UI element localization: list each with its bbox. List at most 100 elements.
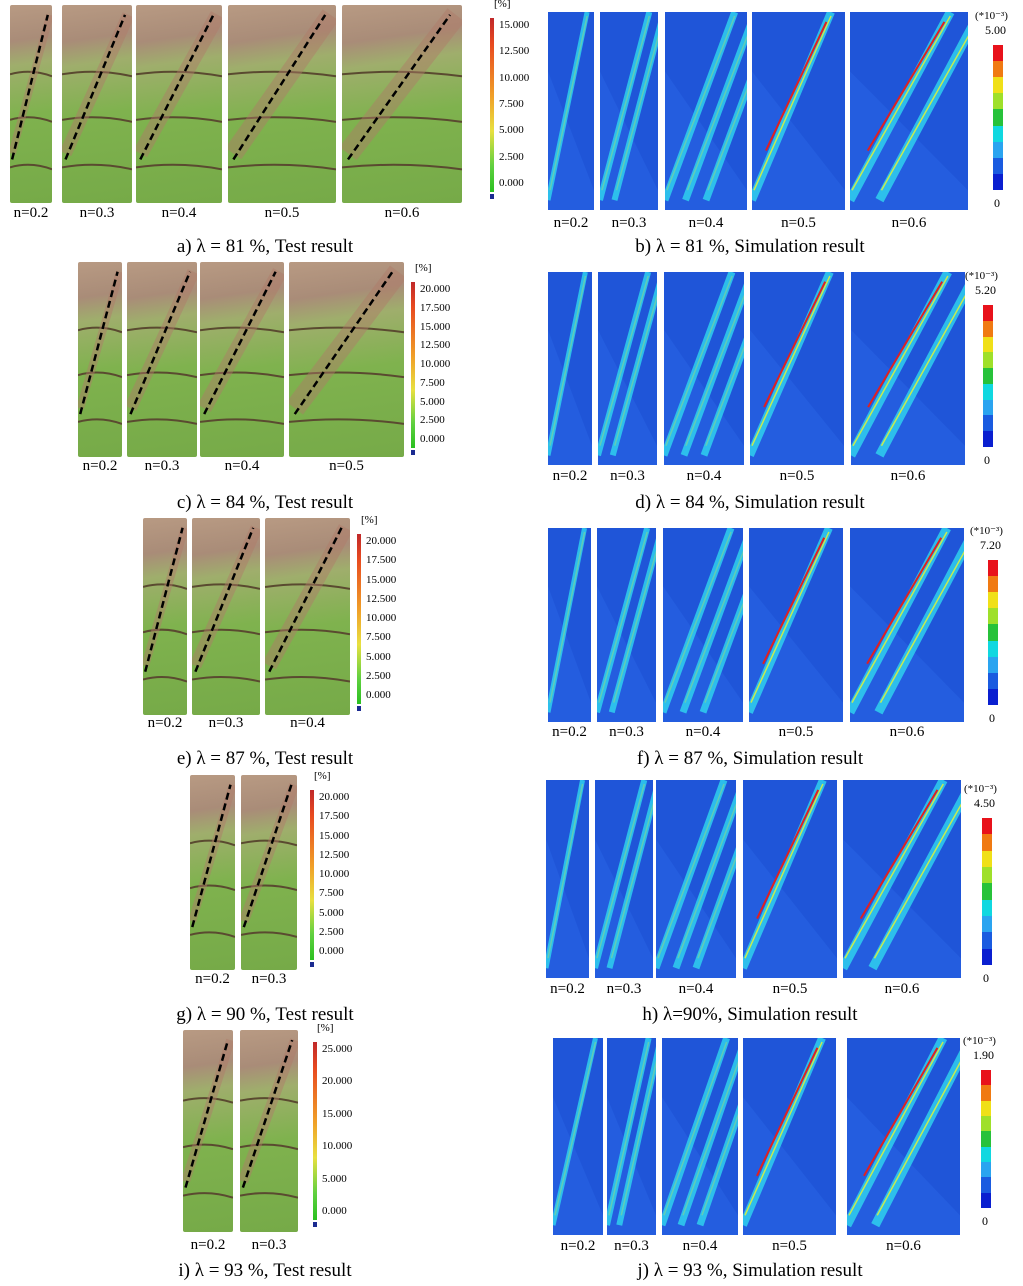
- n-label: n=0.6: [384, 205, 420, 221]
- simulation-image: [663, 528, 743, 722]
- colorbar-tick: 7.500: [499, 98, 524, 110]
- n-label: n=0.5: [772, 1238, 807, 1254]
- colorbar-step: [982, 818, 992, 835]
- n-label: n=0.3: [251, 971, 287, 987]
- colorbar-step: [982, 948, 992, 966]
- test-photo: [200, 262, 284, 457]
- colorbar-tick: 10.000: [420, 358, 451, 370]
- colorbar-step: [981, 1070, 991, 1086]
- n-label: n=0.6: [890, 468, 926, 484]
- colorbar-step: [993, 141, 1003, 159]
- n-label: n=0.4: [682, 1238, 718, 1254]
- colorbar-step: [983, 352, 993, 369]
- colorbar-tick: 2.500: [420, 414, 445, 427]
- caption: c) λ = 84 %, Test result: [176, 492, 354, 513]
- caption: h) λ=90%, Simulation result: [642, 1004, 858, 1025]
- colorbar-max: 7.20: [980, 538, 1001, 552]
- simulation-image: [597, 528, 656, 722]
- colorbar-step: [993, 45, 1003, 62]
- colorbar-max: 1.90: [973, 1048, 994, 1062]
- caption: a) λ = 81 %, Test result: [176, 236, 354, 257]
- colorbar-tick: 2.500: [366, 669, 391, 682]
- n-label: n=0.3: [144, 458, 180, 474]
- n-label: n=0.2: [190, 1237, 226, 1253]
- simulation-image: [743, 1038, 836, 1235]
- colorbar-tick: 10.000: [499, 71, 530, 84]
- colorbar-unit: [%]: [415, 262, 432, 274]
- n-label: n=0.4: [290, 715, 325, 731]
- n-label: n=0.3: [251, 1237, 287, 1253]
- colorbar-tick: 2.500: [499, 150, 524, 163]
- n-label: n=0.4: [685, 724, 721, 740]
- n-label: n=0.3: [79, 205, 115, 221]
- test-photo: [228, 5, 336, 203]
- colorbar-tick: 10.000: [322, 1140, 353, 1153]
- colorbar-step: [993, 93, 1003, 110]
- colorbar-tick: 7.500: [420, 376, 445, 389]
- colorbar-cap: [310, 962, 314, 967]
- n-label: n=0.5: [779, 468, 815, 484]
- colorbar-max: 4.50: [974, 796, 995, 810]
- caption: j) λ = 93 %, Simulation result: [637, 1260, 863, 1281]
- simulation-image: [752, 12, 845, 210]
- colorbar-unit: (*10⁻³): [963, 1035, 996, 1047]
- colorbar-tick: 10.000: [319, 868, 350, 880]
- simulation-image: [548, 528, 591, 722]
- n-label: n=0.2: [550, 981, 585, 997]
- colorbar-tick: 12.500: [319, 848, 350, 861]
- colorbar-step: [983, 415, 993, 432]
- colorbar-min: 0: [989, 711, 995, 725]
- colorbar-min: 0: [983, 971, 989, 985]
- colorbar-step: [981, 1177, 991, 1194]
- colorbar-tick: 25.000: [322, 1043, 353, 1055]
- colorbar-unit: (*10⁻³): [970, 525, 1003, 537]
- colorbar-step: [988, 672, 998, 690]
- n-label: n=0.4: [161, 205, 197, 221]
- colorbar-step: [982, 867, 992, 884]
- colorbar-step: [988, 624, 998, 642]
- colorbar-step: [982, 850, 992, 868]
- colorbar-step: [988, 656, 998, 674]
- colorbar-step: [981, 1116, 991, 1132]
- n-label: n=0.5: [329, 458, 364, 474]
- colorbar-cap: [490, 194, 494, 199]
- colorbar: [411, 282, 415, 448]
- colorbar-tick: 15.000: [322, 1107, 353, 1120]
- simulation-image: [851, 272, 965, 465]
- n-label: n=0.2: [13, 205, 49, 221]
- n-label: n=0.3: [606, 981, 642, 997]
- colorbar-step: [993, 125, 1003, 143]
- n-label: n=0.3: [614, 1238, 649, 1254]
- colorbar-cap: [411, 450, 415, 455]
- n-label: n=0.5: [264, 205, 300, 221]
- colorbar-tick: 0.000: [366, 689, 391, 701]
- colorbar-unit: (*10⁻³): [964, 783, 997, 795]
- n-label: n=0.4: [688, 215, 724, 231]
- n-label: n=0.2: [553, 215, 589, 231]
- colorbar-step: [983, 368, 993, 385]
- test-photo: [190, 775, 235, 970]
- n-label: n=0.6: [884, 981, 920, 997]
- colorbar-step: [982, 932, 992, 950]
- colorbar-step: [981, 1192, 991, 1209]
- colorbar-tick: 12.500: [366, 592, 397, 605]
- colorbar-step: [993, 173, 1003, 191]
- colorbar-step: [993, 109, 1003, 127]
- simulation-image: [553, 1038, 603, 1235]
- n-label: n=0.4: [686, 468, 722, 484]
- colorbar-max: 5.00: [985, 23, 1006, 37]
- test-photo: [78, 262, 122, 457]
- simulation-image: [664, 272, 744, 465]
- caption: e) λ = 87 %, Test result: [176, 748, 354, 769]
- simulation-image: [548, 12, 594, 210]
- test-photo: [241, 775, 297, 970]
- test-photo: [10, 5, 52, 203]
- simulation-image: [662, 1038, 738, 1235]
- simulation-image: [850, 528, 964, 722]
- colorbar-step: [988, 640, 998, 658]
- n-label: n=0.2: [82, 458, 118, 474]
- colorbar-tick: 5.000: [499, 124, 524, 137]
- colorbar-unit: [%]: [361, 514, 378, 526]
- colorbar-step: [993, 77, 1003, 94]
- caption: i) λ = 93 %, Test result: [178, 1260, 352, 1281]
